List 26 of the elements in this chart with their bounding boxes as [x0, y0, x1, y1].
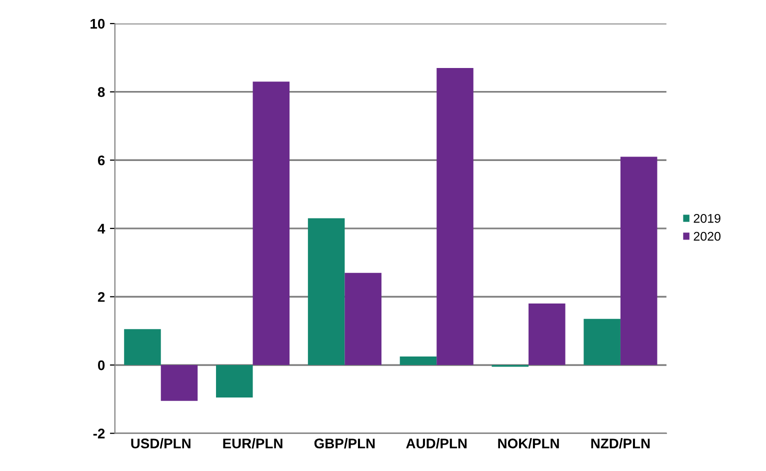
bar: [400, 356, 437, 366]
bar: [160, 365, 198, 401]
x-tick-label: USD/PLN: [131, 438, 190, 449]
bar: [308, 218, 345, 366]
x-tick-label: NZD/PLN: [591, 438, 650, 449]
y-tick-label: 4: [98, 224, 106, 234]
bar: [216, 365, 253, 398]
x-tick-label: NOK/PLN: [498, 438, 559, 449]
bar: [528, 304, 566, 366]
bar: [252, 82, 290, 366]
y-tick-label: -2: [93, 428, 105, 438]
bar: [344, 272, 382, 366]
bar: [620, 156, 658, 366]
legend-label: 2020: [694, 232, 721, 241]
y-tick-label: 8: [98, 87, 105, 98]
y-tick-label: 6: [98, 155, 105, 166]
x-tick-label: EUR/PLN: [223, 438, 282, 449]
x-tick-label: GBP/PLN: [314, 438, 375, 449]
y-tick-label: 2: [98, 292, 105, 302]
y-tick-label: 0: [98, 360, 105, 370]
bar: [124, 329, 161, 366]
bar: [436, 68, 474, 366]
x-tick-label: AUD/PLN: [406, 438, 467, 449]
legend-label: 2019: [694, 214, 720, 223]
bar: [584, 318, 620, 366]
y-tick-label: 10: [90, 18, 105, 29]
